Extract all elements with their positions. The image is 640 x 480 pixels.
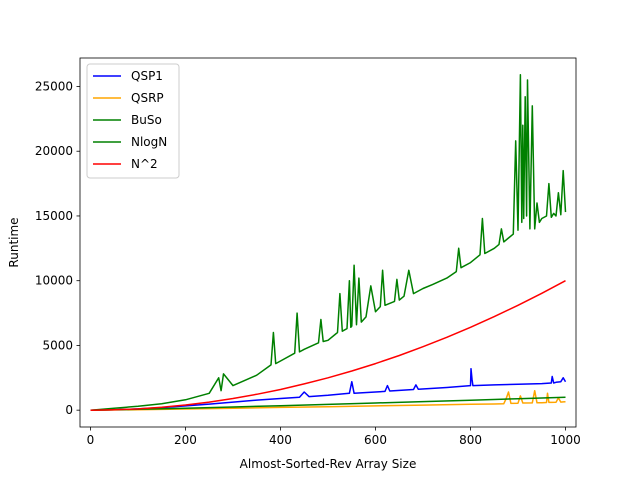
y-tick-label: 25000 [35, 79, 73, 93]
series-line-n-2 [90, 280, 566, 411]
y-tick-label: 20000 [35, 144, 73, 158]
plot-frame [79, 57, 577, 428]
y-axis-label: Runtime [7, 217, 21, 267]
x-axis-label: Almost-Sorted-Rev Array Size [240, 457, 417, 471]
series-line-qsrp [90, 389, 566, 411]
series-line-nlogn [90, 396, 566, 411]
ticks-layer: 0 200 400 600 800 100005000100001500020000250… [35, 79, 581, 447]
series-layer [90, 74, 567, 411]
x-tick-label: 200 [174, 433, 197, 447]
legend-entry: QSP1 [131, 69, 163, 83]
legend-entry: N^2 [131, 157, 158, 171]
y-tick-label: 0 [65, 403, 73, 417]
x-tick-label: 1000 [550, 433, 581, 447]
x-tick-label: 0 [87, 433, 95, 447]
legend-entry: NlogN [131, 135, 167, 149]
x-tick-label: 400 [269, 433, 292, 447]
legend-box [86, 63, 180, 179]
y-tick-label: 10000 [35, 274, 73, 288]
legend-entry: BuSo [131, 113, 162, 127]
legend: QSP1 QSRP BuSo NlogN N^2 [86, 63, 180, 179]
x-tick-label: 600 [364, 433, 387, 447]
legend-entry: QSRP [131, 91, 164, 105]
y-tick-label: 15000 [35, 209, 73, 223]
series-line-buso [90, 74, 567, 411]
x-tick-label: 800 [459, 433, 482, 447]
series-line-qsp1 [90, 367, 567, 411]
y-tick-label: 5000 [42, 338, 73, 352]
